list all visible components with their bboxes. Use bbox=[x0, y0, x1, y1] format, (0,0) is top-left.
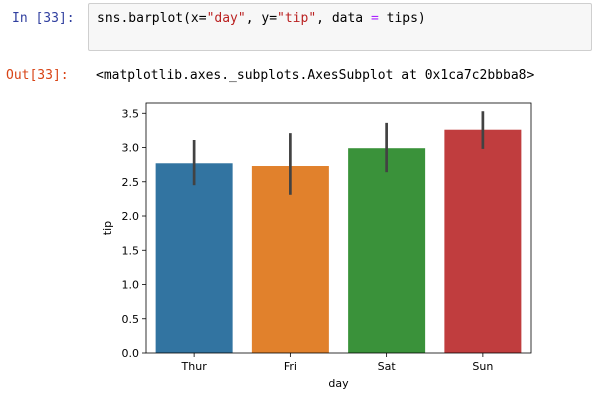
code-line: sns.barplot(x="day", y="tip", data = tip… bbox=[97, 11, 426, 26]
code-part: sns.barplot(x= bbox=[97, 11, 207, 26]
bar-thur bbox=[155, 163, 233, 353]
bar-sat bbox=[348, 148, 426, 353]
y-tick-label: 3.0 bbox=[122, 142, 140, 155]
y-tick-label: 2.0 bbox=[122, 210, 140, 223]
input-prompt: In [33]: bbox=[12, 11, 75, 26]
y-tick-label: 0.0 bbox=[122, 347, 140, 360]
x-tick-label: Sat bbox=[378, 360, 397, 373]
y-axis-label: tip bbox=[101, 221, 114, 235]
y-tick-label: 3.5 bbox=[122, 107, 140, 120]
axes-frame bbox=[145, 102, 532, 354]
code-operator: = bbox=[370, 11, 379, 26]
output-repr-text: <matplotlib.axes._subplots.AxesSubplot a… bbox=[96, 68, 535, 83]
y-tick-label: 2.5 bbox=[122, 176, 140, 189]
bar-sun bbox=[444, 129, 522, 353]
output-prompt: Out[33]: bbox=[6, 68, 69, 83]
code-string: "day" bbox=[206, 11, 246, 26]
bar-fri bbox=[251, 166, 329, 353]
y-tick-label: 1.0 bbox=[122, 279, 140, 292]
y-tick-label: 1.5 bbox=[122, 244, 140, 257]
code-part: , y= bbox=[245, 11, 278, 26]
y-tick-label: 0.5 bbox=[122, 313, 140, 326]
x-tick-label: Thur bbox=[181, 360, 208, 373]
x-tick-label: Fri bbox=[284, 360, 297, 373]
code-part: , data bbox=[316, 11, 371, 26]
code-part: tips) bbox=[378, 11, 426, 26]
code-input-area[interactable]: sns.barplot(x="day", y="tip", data = tip… bbox=[88, 3, 592, 51]
x-tick-label: Sun bbox=[472, 360, 493, 373]
code-string: "tip" bbox=[277, 11, 317, 26]
x-axis-label: day bbox=[328, 377, 349, 390]
